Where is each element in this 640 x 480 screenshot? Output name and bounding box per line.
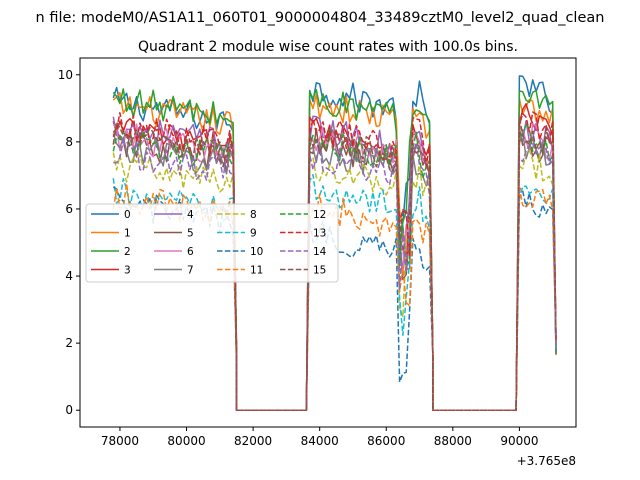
legend-label-4: 4: [187, 209, 194, 221]
x-tick-label: 90000: [500, 434, 538, 448]
legend-label-8: 8: [250, 209, 257, 221]
y-tick-label: 2: [65, 336, 73, 350]
series-line-8: [112, 149, 557, 411]
legend-label-9: 9: [250, 228, 257, 240]
y-axis: 0 2 4 6 8 10: [58, 68, 80, 417]
legend-label-1: 1: [124, 228, 131, 240]
y-tick-label: 6: [65, 202, 73, 216]
legend-label-15: 15: [313, 265, 326, 277]
y-tick-label: 0: [65, 403, 73, 417]
legend-label-2: 2: [124, 246, 131, 258]
plot-frame: [79, 57, 577, 428]
legend-label-12: 12: [313, 209, 326, 221]
y-tick-label: 10: [58, 68, 73, 82]
x-tick-label: 80000: [167, 434, 205, 448]
legend-label-13: 13: [313, 228, 326, 240]
legend-label-7: 7: [187, 265, 194, 277]
series-line-13: [112, 111, 557, 411]
legend-box: [85, 203, 339, 283]
figure-suptitle: n file: modeM0/AS1A11_060T01_9000004804_…: [36, 10, 605, 26]
series-line-15: [112, 115, 557, 411]
legend-label-3: 3: [124, 265, 131, 277]
legend-label-14: 14: [313, 246, 327, 258]
x-tick-label: 86000: [367, 434, 405, 448]
legend-label-6: 6: [187, 246, 194, 258]
legend-label-0: 0: [124, 209, 131, 221]
legend-label-11: 11: [250, 265, 263, 277]
x-axis-offset-label: +3.765e8: [517, 454, 576, 468]
legend-label-10: 10: [250, 246, 263, 258]
x-tick-label: 78000: [101, 434, 139, 448]
x-axis: 78000 80000 82000 84000 86000 88000 90000: [101, 427, 539, 448]
y-tick-label: 4: [65, 269, 73, 283]
chart-title: Quadrant 2 module wise count rates with …: [138, 39, 518, 55]
x-tick-label: 84000: [301, 434, 339, 448]
y-tick-label: 8: [65, 135, 73, 149]
x-tick-label: 82000: [234, 434, 272, 448]
x-tick-label: 88000: [434, 434, 472, 448]
legend-label-5: 5: [187, 228, 194, 240]
